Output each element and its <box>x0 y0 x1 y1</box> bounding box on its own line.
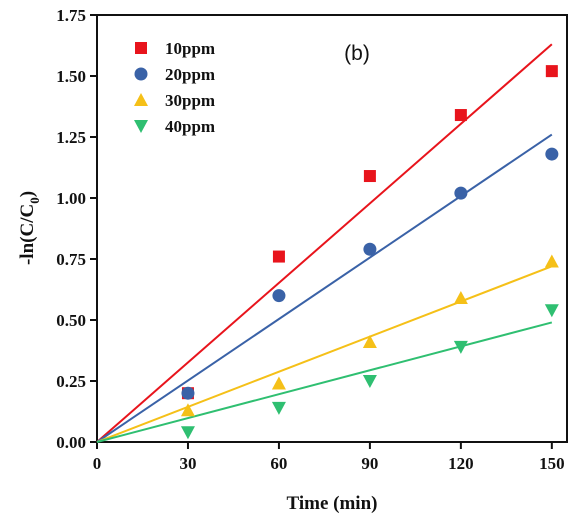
x-axis-title: Time (min) <box>287 493 378 514</box>
data-point-20ppm <box>545 147 559 161</box>
fit-line-10ppm <box>96 43 553 443</box>
x-tick-label: 150 <box>539 454 565 473</box>
y-axis-title-main: -ln(C/C <box>17 204 38 265</box>
fit-line-30ppm <box>96 265 553 443</box>
y-tick-label: 1.50 <box>56 67 86 86</box>
data-point-10ppm <box>363 170 376 183</box>
legend-marker-10ppm <box>135 42 147 54</box>
data-point-40ppm <box>453 340 468 354</box>
data-point-20ppm <box>272 289 286 303</box>
legend-label-10ppm: 10ppm <box>165 39 215 58</box>
panel-label: (b) <box>344 42 370 65</box>
data-point-20ppm <box>454 186 468 200</box>
data-point-10ppm <box>454 109 467 122</box>
y-tick-label: 1.75 <box>56 6 86 25</box>
data-point-30ppm <box>180 403 195 417</box>
legend-label-20ppm: 20ppm <box>165 65 215 84</box>
y-axis-title: -ln(C/C0) <box>17 191 42 265</box>
fit-line-20ppm <box>96 133 553 443</box>
y-tick-label: 1.00 <box>56 189 86 208</box>
legend-marker-20ppm <box>134 67 148 81</box>
y-axis-title-end: ) <box>17 191 38 197</box>
data-point-10ppm <box>272 250 285 263</box>
x-tick-label: 0 <box>93 454 102 473</box>
legend: 10ppm 20ppm 30ppm 40ppm <box>134 39 215 136</box>
data-point-30ppm <box>271 376 286 390</box>
y-tick-label: 0.50 <box>56 311 86 330</box>
x-tick-label: 30 <box>179 454 196 473</box>
x-tick-label: 60 <box>270 454 287 473</box>
fit-lines <box>96 43 553 443</box>
data-point-40ppm <box>544 304 559 318</box>
data-point-20ppm <box>181 386 195 400</box>
legend-label-40ppm: 40ppm <box>165 117 215 136</box>
y-axis-title-subscript: 0 <box>27 197 42 204</box>
data-point-40ppm <box>362 375 377 388</box>
x-tick-label: 120 <box>448 454 474 473</box>
y-tick-label: 0.75 <box>56 250 86 269</box>
plot-frame <box>96 14 568 443</box>
y-tick-label: 1.25 <box>56 128 86 147</box>
data-point-10ppm <box>545 65 558 78</box>
y-axis-ticks: 0.00 0.25 0.50 0.75 1.00 1.25 1.50 1.75 <box>56 6 97 452</box>
legend-label-30ppm: 30ppm <box>165 91 215 110</box>
y-tick-label: 0.00 <box>56 433 86 452</box>
x-axis-ticks: 0 30 60 90 120 150 <box>93 442 565 473</box>
data-point-30ppm <box>453 291 468 305</box>
data-markers <box>180 65 559 440</box>
y-tick-label: 0.25 <box>56 372 86 391</box>
data-point-40ppm <box>180 426 195 440</box>
data-point-40ppm <box>271 401 286 415</box>
legend-marker-40ppm <box>134 120 148 133</box>
x-tick-label: 90 <box>361 454 378 473</box>
legend-marker-30ppm <box>134 93 148 106</box>
fit-line-40ppm <box>96 321 553 443</box>
data-point-20ppm <box>363 242 377 256</box>
data-point-30ppm <box>544 254 559 268</box>
data-point-30ppm <box>362 334 377 348</box>
